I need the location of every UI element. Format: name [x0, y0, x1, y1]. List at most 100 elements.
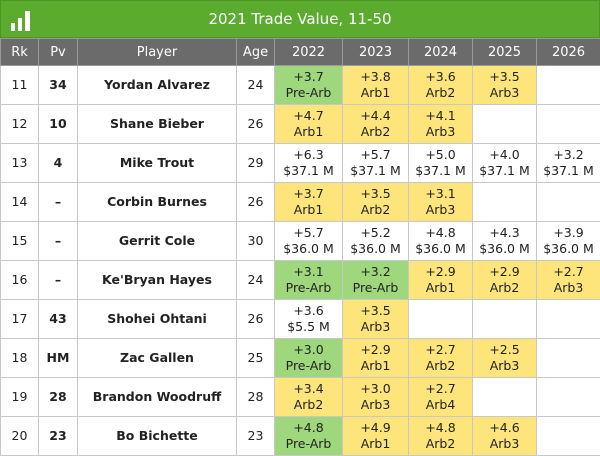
value-cell: +3.0 Pre-Arb: [274, 338, 343, 378]
column-header: 2026: [536, 38, 600, 66]
value-cell: +4.0 $37.1 M: [472, 143, 537, 183]
value-cell: [536, 299, 600, 339]
trade-value: +2.9: [489, 264, 520, 279]
rank: 18: [0, 338, 39, 378]
previous-rank: 23: [38, 416, 78, 456]
column-header: Age: [236, 38, 275, 66]
trade-value: +3.6: [425, 69, 456, 84]
contract-status: $36.0 M: [479, 241, 530, 256]
value-cell: +4.8 Pre-Arb: [274, 416, 343, 456]
row: 13 4 Mike Trout 29 +6.3 $37.1 M +5.7 $37.1 M +5.…: [0, 143, 600, 183]
value-cell: +4.6 Arb3: [472, 416, 537, 456]
value-cell: [536, 65, 600, 105]
rank: 11: [0, 65, 39, 105]
value-cell: +4.4 Arb2: [342, 104, 409, 144]
trade-value: +4.3: [489, 225, 520, 240]
trade-value: +4.6: [489, 420, 520, 435]
trade-value: +2.9: [425, 264, 456, 279]
previous-rank: 43: [38, 299, 78, 339]
value-cell: +3.2 Pre-Arb: [342, 260, 409, 300]
value-cell: +3.5 Arb2: [342, 182, 409, 222]
trade-value: +3.5: [489, 69, 520, 84]
trade-value: +2.9: [360, 342, 391, 357]
trade-value: +3.0: [293, 342, 324, 357]
age: 26: [236, 299, 275, 339]
age: 28: [236, 377, 275, 417]
trade-value: +3.5: [360, 186, 391, 201]
rank: 20: [0, 416, 39, 456]
value-cell: [536, 377, 600, 417]
value-cell: +5.2 $36.0 M: [342, 221, 409, 261]
contract-status: Pre-Arb: [352, 280, 399, 295]
contract-status: Arb1: [425, 280, 456, 295]
contract-status: $37.1 M: [415, 163, 466, 178]
player: Shohei Ohtani: [77, 299, 237, 339]
age: 29: [236, 143, 275, 183]
age: 26: [236, 104, 275, 144]
contract-status: Arb1: [360, 85, 391, 100]
rank: 19: [0, 377, 39, 417]
value-cell: +4.9 Arb1: [342, 416, 409, 456]
value-cell: [536, 104, 600, 144]
trade-value: +4.8: [425, 420, 456, 435]
trade-value: +3.1: [293, 264, 324, 279]
age: 24: [236, 260, 275, 300]
title: 2021 Trade Value, 11-50: [208, 10, 392, 28]
contract-status: Arb2: [489, 280, 520, 295]
trade-value: +5.2: [360, 225, 391, 240]
trade-value: +3.2: [360, 264, 391, 279]
trade-value: +2.7: [553, 264, 584, 279]
trade-value: +3.0: [360, 381, 391, 396]
value-cell: +3.9 $36.0 M: [536, 221, 600, 261]
row: 14– Corbin Burnes 26 +3.7 Arb1 +3.5 Arb2 +3.1 Ar…: [0, 182, 600, 222]
trade-value: +3.2: [553, 147, 584, 162]
player: Mike Trout: [77, 143, 237, 183]
value-cell: +2.9 Arb1: [408, 260, 473, 300]
contract-status: $36.0 M: [415, 241, 466, 256]
previous-rank: –: [38, 221, 78, 261]
trade-table: Rk Pv Player Age 2022 2023 2024 2025 2026 11 34 Yo…: [0, 38, 600, 456]
value-cell: +2.7 Arb2: [408, 338, 473, 378]
trade-value: +5.7: [293, 225, 324, 240]
value-cell: +4.3 $36.0 M: [472, 221, 537, 261]
value-cell: [536, 182, 600, 222]
value-cell: +3.1 Pre-Arb: [274, 260, 343, 300]
trade-value: +5.0: [425, 147, 456, 162]
rank: 16: [0, 260, 39, 300]
value-cell: +3.4 Arb2: [274, 377, 343, 417]
value-cell: +3.5 Arb3: [342, 299, 409, 339]
trade-value: +4.9: [360, 420, 391, 435]
contract-status: Pre-Arb: [285, 436, 332, 451]
trade-value: +4.0: [489, 147, 520, 162]
value-cell: +2.5 Arb3: [472, 338, 537, 378]
age: 26: [236, 182, 275, 222]
trade-value: +3.1: [425, 186, 456, 201]
trade-value: +4.8: [425, 225, 456, 240]
contract-status: Arb2: [425, 85, 456, 100]
rank: 17: [0, 299, 39, 339]
title-bar: 2021 Trade Value, 11-50: [0, 0, 600, 38]
age: 24: [236, 65, 275, 105]
age: 30: [236, 221, 275, 261]
value-cell: +3.8 Arb1: [342, 65, 409, 105]
contract-status: Arb1: [360, 358, 391, 373]
value-cell: +5.0 $37.1 M: [408, 143, 473, 183]
trade-value: +3.4: [293, 381, 324, 396]
trade-value: +2.7: [425, 342, 456, 357]
column-header: Player: [77, 38, 237, 66]
value-cell: +3.0 Arb3: [342, 377, 409, 417]
trade-value: +4.8: [293, 420, 324, 435]
contract-status: Arb1: [293, 124, 324, 139]
contract-status: Arb3: [425, 202, 456, 217]
row: 11 34 Yordan Alvarez 24 +3.7 Pre-Arb +3.8 Arb1 +…: [0, 65, 600, 105]
age: 23: [236, 416, 275, 456]
contract-status: $36.0 M: [543, 241, 594, 256]
value-cell: [536, 416, 600, 456]
column-header: 2025: [472, 38, 537, 66]
rank: 12: [0, 104, 39, 144]
rank: 15: [0, 221, 39, 261]
column-header: 2024: [408, 38, 473, 66]
trade-value: +3.8: [360, 69, 391, 84]
player: Ke'Bryan Hayes: [77, 260, 237, 300]
value-cell: [536, 338, 600, 378]
